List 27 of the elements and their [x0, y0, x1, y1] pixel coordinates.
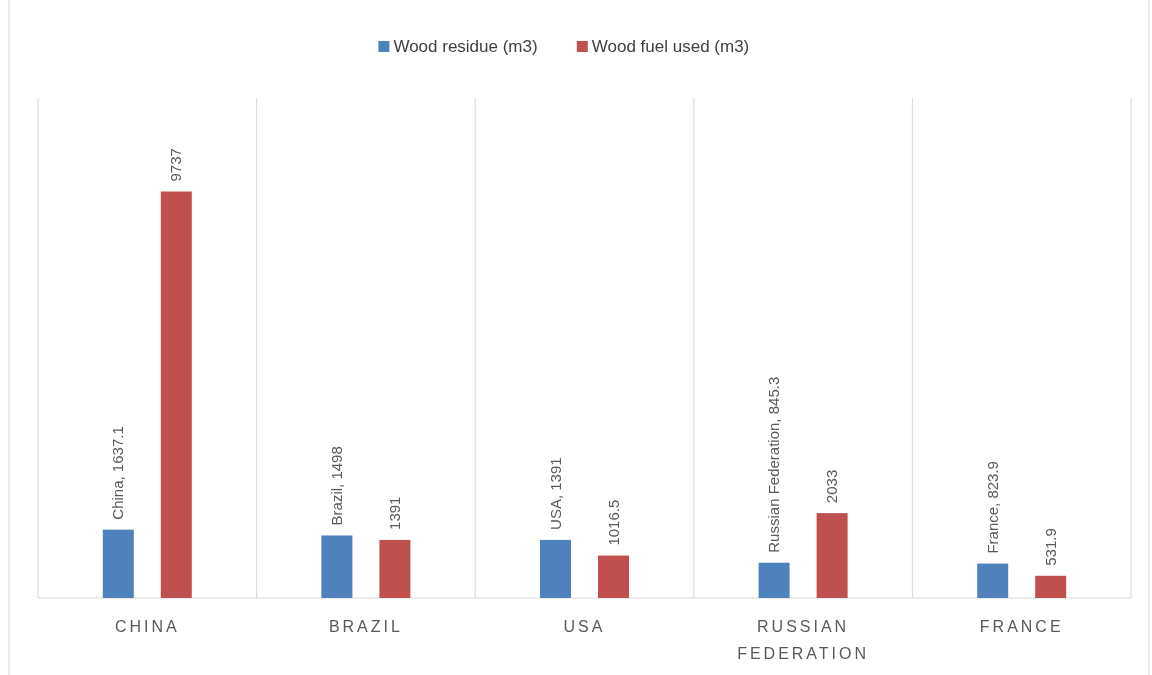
data-label: 1016.5 [604, 499, 622, 546]
bar [1035, 575, 1067, 598]
x-tick-label: BRAZIL [328, 618, 403, 635]
legend-label: Wood fuel used (m3) [591, 37, 750, 56]
bar [816, 513, 848, 598]
data-label: China, 1637.1 [109, 426, 127, 520]
x-tick-label: FRANCE [979, 618, 1064, 635]
data-label: 9737 [167, 148, 185, 182]
data-label: USA, 1391 [546, 457, 564, 530]
bar [160, 191, 192, 598]
data-label: 1391 [385, 496, 403, 530]
bar [598, 555, 629, 598]
bar [540, 539, 571, 598]
x-tick-label: USA [563, 618, 606, 635]
bar [977, 563, 1009, 598]
data-label: 531.9 [1041, 528, 1059, 566]
bar [379, 539, 411, 598]
bar [102, 529, 134, 598]
bar [758, 562, 790, 598]
data-label: Brazil, 1498 [327, 446, 345, 526]
data-label: 2033 [823, 469, 841, 504]
data-label: Russian Federation, 845.3 [765, 376, 783, 553]
legend-label: Wood residue (m3) [393, 37, 538, 56]
x-tick-label: CHINA [114, 618, 180, 635]
x-tick-label: RUSSIAN FEDERATION [737, 618, 870, 662]
bar [321, 535, 353, 598]
data-label: France, 823.9 [983, 461, 1001, 554]
